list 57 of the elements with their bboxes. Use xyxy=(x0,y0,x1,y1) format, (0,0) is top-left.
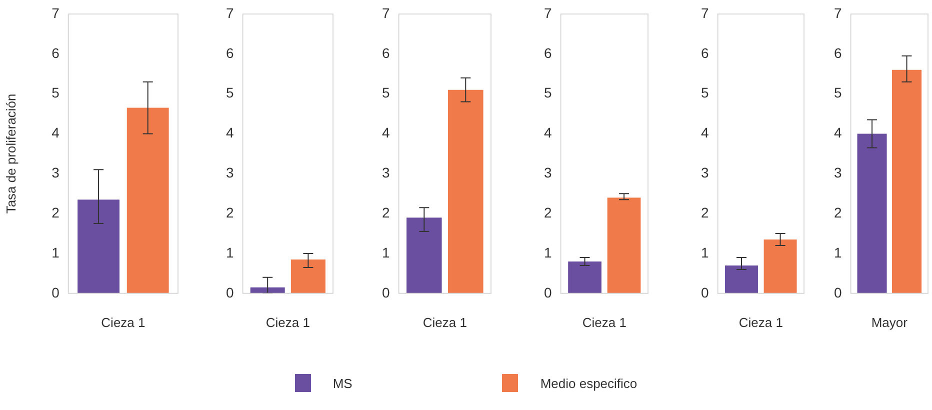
y-tick-label: 3 xyxy=(544,164,552,181)
y-tick-label: 6 xyxy=(382,44,390,61)
y-tick-label: 6 xyxy=(544,44,552,61)
y-tick-label: 4 xyxy=(52,124,60,141)
legend-label: Medio especifico xyxy=(540,376,638,390)
y-tick-label: 3 xyxy=(834,164,842,181)
x-tick-label: Cieza 1 xyxy=(101,314,146,330)
y-tick-label: 7 xyxy=(834,4,842,21)
y-tick-label: 3 xyxy=(700,164,709,181)
y-tick-label: 5 xyxy=(382,84,390,101)
y-tick-label: 0 xyxy=(544,284,552,300)
y-tick-label: 0 xyxy=(226,284,234,300)
y-tick-label: 1 xyxy=(700,244,709,260)
y-tick-label: 2 xyxy=(834,204,842,220)
y-tick-label: 7 xyxy=(700,4,709,21)
y-tick-label: 7 xyxy=(226,4,234,21)
y-tick-label: 6 xyxy=(700,44,709,61)
y-tick-label: 6 xyxy=(52,44,60,61)
y-tick-label: 7 xyxy=(52,4,60,21)
y-tick-label: 5 xyxy=(700,84,709,101)
y-tick-label: 4 xyxy=(700,124,709,141)
y-tick-label: 1 xyxy=(226,244,234,260)
y-tick-label: 4 xyxy=(834,124,842,141)
y-tick-label: 0 xyxy=(52,284,60,300)
y-tick-label: 7 xyxy=(544,4,552,21)
y-tick-label: 0 xyxy=(700,284,709,300)
x-tick-label: Cieza 1 xyxy=(422,314,467,330)
x-tick-label: Mayor xyxy=(871,314,908,330)
y-tick-label: 2 xyxy=(52,204,60,220)
y-tick-label: 5 xyxy=(834,84,842,101)
y-tick-label: 6 xyxy=(834,44,842,61)
legend-label: MS xyxy=(332,376,352,390)
y-tick-label: 0 xyxy=(382,284,390,300)
y-axis-title: Tasa de proliferación xyxy=(3,94,18,214)
y-tick-label: 2 xyxy=(382,204,390,220)
y-tick-label: 4 xyxy=(226,124,234,141)
y-tick-label: 2 xyxy=(226,204,234,220)
x-tick-label: Cieza 1 xyxy=(582,314,626,330)
y-tick-label: 3 xyxy=(382,164,390,181)
y-tick-label: 2 xyxy=(544,204,552,220)
y-tick-label: 5 xyxy=(544,84,552,101)
x-tick-label: Cieza 1 xyxy=(738,314,783,330)
y-tick-label: 1 xyxy=(382,244,390,260)
y-tick-label: 4 xyxy=(382,124,390,141)
y-tick-label: 2 xyxy=(700,204,709,220)
y-tick-label: 5 xyxy=(52,84,60,101)
y-tick-label: 1 xyxy=(544,244,552,260)
y-tick-label: 3 xyxy=(52,164,60,181)
y-tick-label: 0 xyxy=(834,284,842,300)
y-tick-label: 4 xyxy=(544,124,552,141)
x-tick-label: Cieza 1 xyxy=(266,314,310,330)
y-tick-label: 3 xyxy=(226,164,234,181)
y-tick-label: 5 xyxy=(226,84,234,101)
y-tick-label: 7 xyxy=(382,4,390,21)
y-tick-label: 1 xyxy=(834,244,842,260)
y-tick-label: 6 xyxy=(226,44,234,61)
y-tick-label: 1 xyxy=(52,244,60,260)
